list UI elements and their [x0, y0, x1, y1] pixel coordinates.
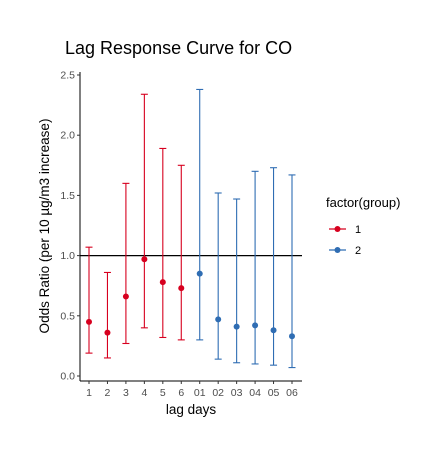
x-tick-label: 05: [268, 387, 280, 399]
error-bar-group: [122, 182, 130, 345]
legend-title: factor(group): [326, 195, 400, 210]
error-bar-group: [288, 174, 296, 369]
legend-key-point: [334, 247, 341, 253]
data-point: [196, 270, 203, 277]
error-bar-group: [103, 271, 111, 359]
x-tick-label: 2: [105, 387, 111, 399]
y-tick-label: 2.0: [60, 130, 75, 142]
y-tick-label: 2.5: [60, 70, 75, 82]
plot-area: 0.0 0.5 1.0 1.5 2.0 2.5 1 2 3 4 5 6 01 02 03 04 05 06: [60, 70, 302, 399]
legend-label: 2: [355, 245, 361, 257]
y-tick-label: 0.0: [60, 371, 75, 383]
error-bar-group: [177, 164, 185, 341]
data-point: [159, 279, 166, 286]
x-tick-label: 1: [86, 387, 92, 399]
y-tick-label: 0.5: [60, 310, 75, 322]
x-axis-title: lag days: [166, 402, 217, 417]
x-tick-label: 3: [123, 387, 129, 399]
data-point: [252, 322, 259, 329]
error-bar-group: [270, 167, 278, 366]
data-point: [270, 327, 277, 334]
x-tick-label: 01: [194, 387, 206, 399]
x-tick-label: 04: [249, 387, 261, 399]
data-point: [215, 316, 222, 323]
error-bar-group: [251, 170, 259, 365]
data-point: [233, 323, 240, 330]
y-axis-title: Odds Ratio (per 10 µg/m3 increase): [37, 119, 52, 334]
data-point: [86, 318, 92, 325]
error-bar-group: [214, 192, 222, 360]
legend-label: 1: [355, 224, 361, 236]
x-tick-label: 06: [286, 387, 298, 399]
y-tick-label: 1.5: [60, 190, 75, 202]
chart-title: Lag Response Curve for CO: [65, 38, 292, 58]
x-tick-label: 03: [231, 387, 243, 399]
x-tick-label: 5: [160, 387, 166, 399]
error-bar-group: [233, 198, 241, 364]
error-bar-group: [196, 88, 204, 341]
x-tick-label: 4: [141, 387, 147, 399]
data-point: [122, 293, 129, 300]
x-tick-label: 6: [178, 387, 184, 399]
error-bar-group: [159, 147, 167, 339]
data-point: [141, 256, 148, 263]
error-bar-group: [85, 246, 93, 354]
data-point: [104, 329, 111, 336]
legend: factor(group) 1 2: [326, 195, 400, 257]
legend-key-point: [334, 226, 341, 232]
error-bar-group: [140, 93, 148, 329]
data-point: [289, 333, 295, 340]
y-tick-label: 1.0: [60, 250, 75, 262]
x-tick-label: 02: [212, 387, 224, 399]
data-point: [178, 285, 185, 292]
